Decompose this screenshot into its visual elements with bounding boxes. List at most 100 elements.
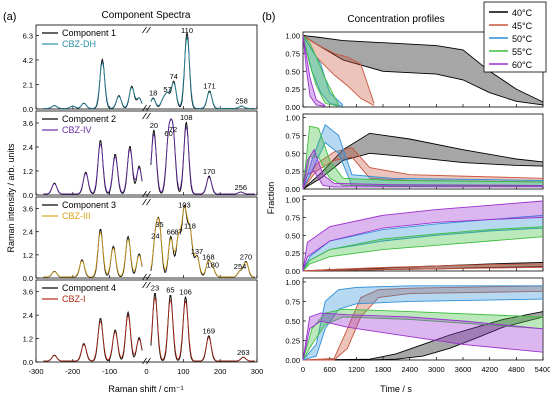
profile-band <box>303 35 375 106</box>
profile-band <box>303 35 339 107</box>
y-tick-label: 6.3 <box>23 32 33 41</box>
profile-band <box>303 124 543 189</box>
x-tick-label: 4200 <box>481 365 498 374</box>
legend-label: Component 1 <box>62 28 116 38</box>
profile-upper-line <box>302 285 544 361</box>
peak-label: 35 <box>155 220 163 229</box>
peak-label: 169 <box>202 327 215 336</box>
profile-band <box>303 313 543 360</box>
axis-break-mark <box>146 104 151 112</box>
x-tick-label: -200 <box>65 367 80 376</box>
y-tick-label: 0.25 <box>285 85 300 94</box>
peak-label: 263 <box>237 348 250 357</box>
profile-subplot-4: 0.00 0.25 0.50 0.75 1.00 <box>285 277 544 365</box>
x-tick-label: 300 <box>251 367 264 376</box>
legend-label: 50°C <box>512 34 533 44</box>
y-tick-label: 0.0 <box>23 105 33 114</box>
peak-label: 180 <box>207 260 220 269</box>
y-tick-label: 2.1 <box>23 81 33 90</box>
panel-b-plots: 0.00 0.25 0.50 0.75 1.00 0.00 0.25 0.50 0.75 1.00… <box>285 32 550 374</box>
legend-box <box>483 1 547 73</box>
profile-upper-line <box>302 263 544 272</box>
panel-b: (b) Concentration profiles Fraction Time… <box>262 1 550 394</box>
y-tick-label: 1.00 <box>285 196 300 205</box>
profile-upper-line <box>302 148 544 190</box>
peak-label: 20 <box>150 121 158 130</box>
peak-label: 66 <box>167 228 175 237</box>
profile-lower-line <box>302 316 544 361</box>
peak-label: 254 <box>234 262 247 271</box>
profile-band <box>303 149 543 189</box>
panel-a-ylabel: Raman intensity / arb. units <box>6 143 16 253</box>
x-tick-label: 4800 <box>508 365 525 374</box>
y-tick-label: 0.75 <box>285 297 300 306</box>
axis-break-gap <box>143 26 150 108</box>
profile-upper-line <box>302 123 544 190</box>
peak-label: 258 <box>235 97 248 106</box>
y-tick-label: 2.4 <box>23 228 33 237</box>
panel-b-legend: 40°C 45°C 50°C 55°C 60°C <box>483 1 547 73</box>
x-tick-label: 1800 <box>375 365 392 374</box>
axis-break-gap <box>143 112 150 194</box>
profile-upper-line <box>302 226 544 272</box>
spectrum-line-reference <box>43 205 255 278</box>
y-tick-label: 0.00 <box>285 267 300 276</box>
profile-band <box>303 285 543 360</box>
profile-upper-line <box>302 132 544 190</box>
profile-upper-line <box>302 147 544 190</box>
axis-break-mark <box>142 104 147 112</box>
x-tick-label: 1200 <box>348 365 365 374</box>
axis-break-mark <box>142 112 147 120</box>
profile-band <box>303 226 543 271</box>
peak-label: 137 <box>191 247 204 256</box>
x-tick-label: 5400 <box>535 365 550 374</box>
peak-label: 168 <box>202 253 215 262</box>
peak-label: 24 <box>151 231 159 240</box>
profile-band <box>303 201 543 271</box>
legend-label: CBZ-DH <box>62 39 96 49</box>
y-tick-label: 0.50 <box>285 231 300 240</box>
y-tick-label: 0.00 <box>285 356 300 365</box>
panel-b-xlabel: Time / s <box>380 384 412 394</box>
y-tick-label: 0.75 <box>285 213 300 222</box>
profile-band <box>303 147 543 189</box>
panel-b-ylabel: Fraction <box>266 182 276 215</box>
profile-upper-line <box>302 285 543 361</box>
x-tick-label: 600 <box>323 365 336 374</box>
y-tick-label: 0.50 <box>285 149 300 158</box>
y-tick-label: 0.50 <box>285 317 300 326</box>
profile-band <box>303 126 543 189</box>
legend-label: CBZ-I <box>62 294 86 304</box>
axis-break-mark <box>142 281 147 289</box>
peak-label: 60 <box>164 129 172 138</box>
y-tick-label: 0.00 <box>285 185 300 194</box>
panel-a-xlabel: Raman shift / cm⁻¹ <box>108 384 183 394</box>
profile-band <box>303 35 543 105</box>
y-tick-label: 3.6 <box>23 119 33 128</box>
y-tick-label: 2.4 <box>23 311 33 320</box>
profile-band <box>303 35 343 107</box>
profile-lower-line <box>302 216 544 272</box>
peak-label: 23 <box>151 284 159 293</box>
profile-upper-line <box>302 200 544 272</box>
profile-upper-line <box>302 312 544 361</box>
axis-break-gap <box>143 281 150 361</box>
axis-break-mark <box>146 273 151 281</box>
profile-lower-line <box>303 290 544 361</box>
axis-break-mark <box>146 190 151 198</box>
panel-a-label: (a) <box>3 11 16 23</box>
x-tick-label: 100 <box>177 367 190 376</box>
y-tick-label: 4.2 <box>23 56 33 65</box>
y-tick-label: 1.2 <box>23 167 33 176</box>
x-tick-label: 2400 <box>401 365 418 374</box>
profile-band <box>303 263 543 271</box>
axis-break-gap <box>143 198 150 277</box>
x-tick-label: 3600 <box>455 365 472 374</box>
axis-break-mark <box>146 281 151 289</box>
profile-subplot-3: 0.00 0.25 0.50 0.75 1.00 <box>285 196 544 276</box>
